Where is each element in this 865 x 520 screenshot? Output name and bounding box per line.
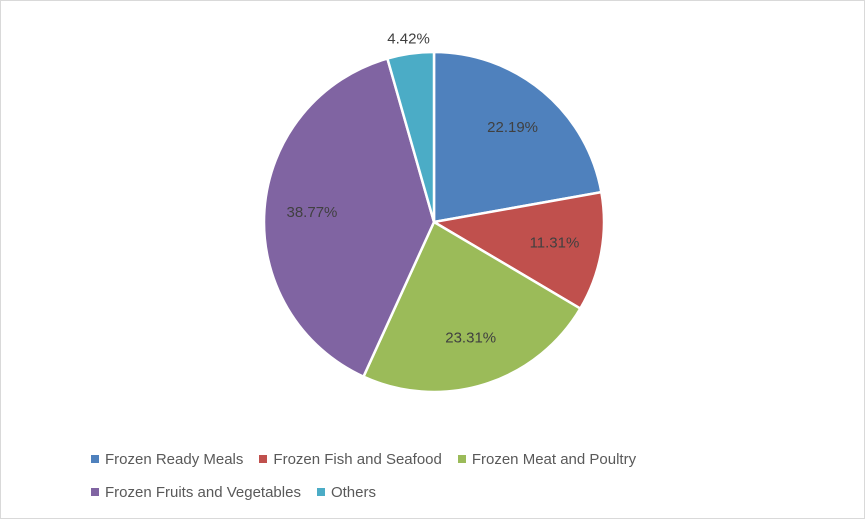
- legend-item-frozen-fruits-and-vegetables: Frozen Fruits and Vegetables: [91, 484, 301, 501]
- legend-label: Frozen Fish and Seafood: [273, 450, 442, 468]
- pie-slice-others: [385, 50, 436, 223]
- pie-slice-frozen-fruits-and-vegetables: [262, 56, 436, 379]
- legend-row-1: Frozen Ready Meals Frozen Fish and Seafo…: [91, 447, 831, 471]
- data-label-frozen-ready-meals: 22.19%: [487, 119, 538, 136]
- pie-slice-frozen-meat-and-poultry: [361, 220, 583, 394]
- legend-label: Frozen Ready Meals: [105, 450, 244, 468]
- data-label-others: 4.42%: [387, 31, 430, 48]
- legend-swatch: [91, 455, 99, 463]
- pie-slice-frozen-ready-meals: [432, 50, 603, 224]
- legend-swatch: [259, 455, 268, 463]
- legend-swatch: [316, 488, 325, 496]
- legend-item-frozen-meat-and-poultry: Frozen Meat and Poultry: [457, 450, 637, 468]
- data-label-frozen-meat-and-poultry: 23.31%: [445, 330, 496, 347]
- legend-item-others: Others: [316, 483, 376, 501]
- legend-swatch: [91, 488, 99, 496]
- legend-item-frozen-ready-meals: Frozen Ready Meals: [91, 451, 243, 468]
- data-label-frozen-fruits-and-vegetables: 38.77%: [287, 204, 338, 221]
- chart-legend: Frozen Ready Meals Frozen Fish and Seafo…: [91, 447, 831, 513]
- pie-slice-frozen-fish-and-seafood: [430, 190, 606, 311]
- legend-label: Others: [330, 483, 376, 501]
- legend-label: Frozen Meat and Poultry: [471, 450, 637, 468]
- pie-data-labels: 22.19% 11.31% 23.31% 38.77% 4.42%: [287, 31, 580, 347]
- legend-label: Frozen Fruits and Vegetables: [105, 483, 301, 501]
- legend-swatch: [457, 455, 466, 463]
- data-label-frozen-fish-and-seafood: 11.31%: [530, 235, 580, 252]
- pie-slices: [262, 50, 606, 394]
- legend-row-2: Frozen Fruits and Vegetables Others: [91, 480, 831, 504]
- legend-item-frozen-fish-and-seafood: Frozen Fish and Seafood: [259, 450, 442, 468]
